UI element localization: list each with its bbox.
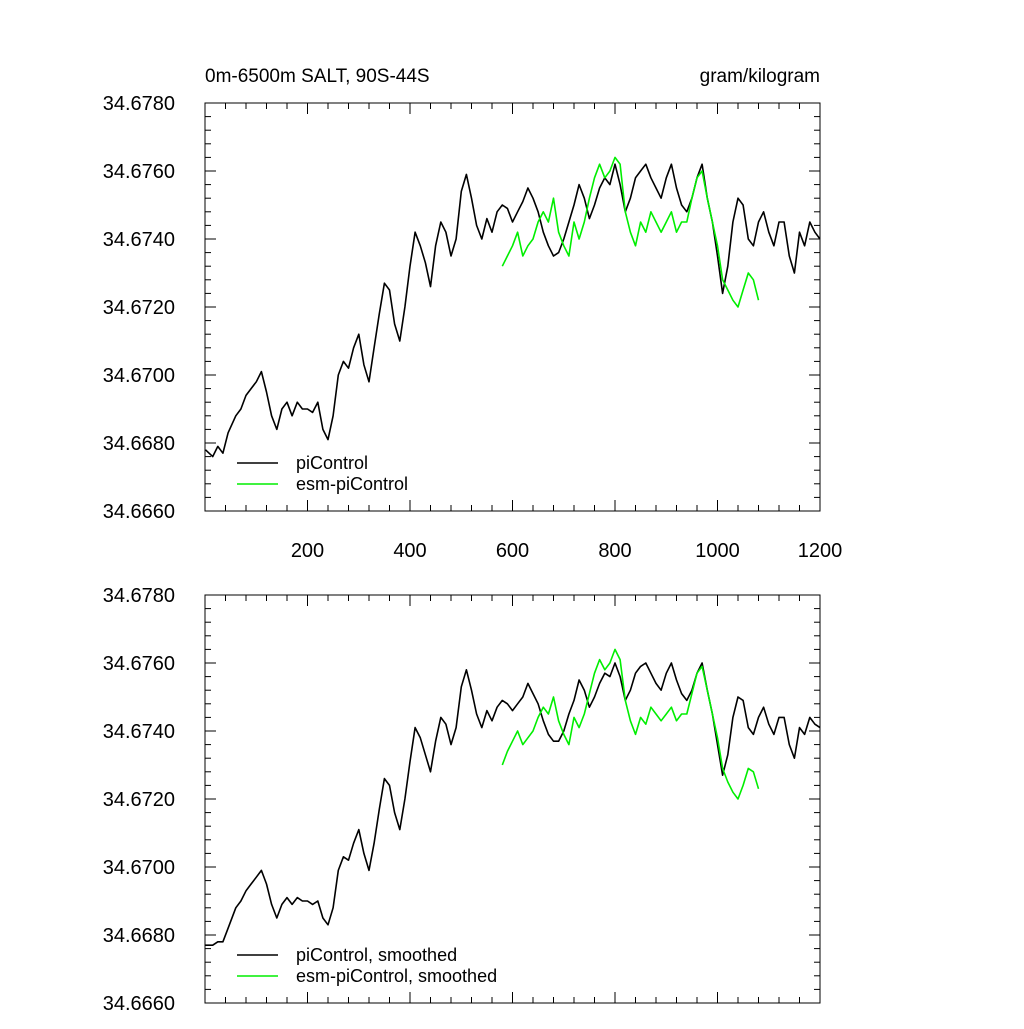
chart-title: 0m-6500m SALT, 90S-44S <box>205 66 430 87</box>
y-tick-label: 34.6700 <box>103 857 175 879</box>
panel-top: 0m-6500m SALT, 90S-44S gram/kilogram 200… <box>103 66 843 562</box>
y-tick-label: 34.6720 <box>103 297 175 319</box>
y-tick-label: 34.6660 <box>103 501 175 523</box>
y-tick-label: 34.6780 <box>103 93 175 115</box>
x-tick-label: 200 <box>291 540 324 562</box>
x-tick-label: 600 <box>496 540 529 562</box>
y-tick-label: 34.6760 <box>103 161 175 183</box>
y-tick-label: 34.6740 <box>103 721 175 743</box>
y-tick-label: 34.6660 <box>103 993 175 1015</box>
chart-units: gram/kilogram <box>700 66 820 87</box>
series-line-esm-picontrol <box>501 156 760 308</box>
y-tick-label: 34.6680 <box>103 433 175 455</box>
panel-bottom: 34.6660 34.6680 34.6700 34.6720 34.6740 34.67… <box>103 585 821 1015</box>
y-tick-label: 34.6700 <box>103 365 175 387</box>
x-tick-label: 400 <box>393 540 426 562</box>
plot-frame <box>204 594 821 1004</box>
series-line-picontrol <box>204 163 821 458</box>
y-tick-label: 34.6720 <box>103 789 175 811</box>
series-line-picontrol <box>205 662 821 947</box>
legend-label: piControl, smoothed <box>296 945 457 965</box>
plot-frame <box>204 102 821 512</box>
x-tick-label: 800 <box>598 540 631 562</box>
legend-label: esm-piControl, smoothed <box>296 966 497 986</box>
legend-label: piControl <box>296 453 368 473</box>
y-tick-label: 34.6760 <box>103 653 175 675</box>
x-tick-label: 1200 <box>798 540 843 562</box>
legend-label: esm-piControl <box>296 474 408 494</box>
y-tick-label: 34.6780 <box>103 585 175 607</box>
y-tick-label: 34.6680 <box>103 925 175 947</box>
y-tick-label: 34.6740 <box>103 229 175 251</box>
x-tick-label: 1000 <box>695 540 740 562</box>
series-line-esm-picontrol <box>501 648 760 800</box>
